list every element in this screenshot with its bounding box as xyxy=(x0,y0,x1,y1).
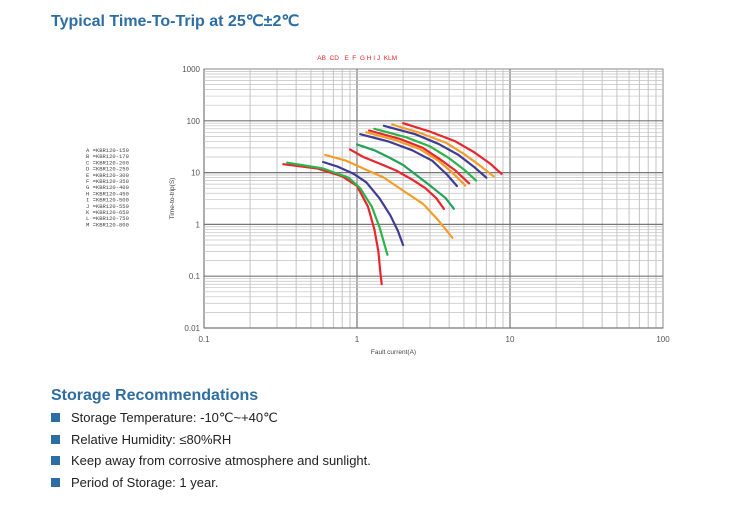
series-line-b xyxy=(286,161,389,256)
list-item: Keep away from corrosive atmosphere and … xyxy=(51,450,371,472)
storage-list: Storage Temperature: -10℃~+40℃ Relative … xyxy=(51,407,371,493)
bullet-square-icon xyxy=(51,434,60,444)
legend-entry: M =KBR120-800 xyxy=(86,221,129,228)
legend-entry: K =KBR120-650 xyxy=(86,209,129,216)
y-tick-label: 10 xyxy=(191,169,200,178)
series-line-k xyxy=(382,124,488,179)
series-line-l xyxy=(391,123,495,178)
y-tick-label: 100 xyxy=(187,117,201,126)
legend-entry: L =KBR120-750 xyxy=(86,215,129,222)
legend-entry: D =KBR120-250 xyxy=(86,166,129,173)
series-line-g xyxy=(359,133,458,188)
legend-entry: E =KBR120-300 xyxy=(86,172,129,179)
y-tick-label: 0.1 xyxy=(189,272,201,281)
series-line-f xyxy=(355,143,455,210)
page-title: Typical Time-To-Trip at 25℃±2℃ xyxy=(51,13,300,30)
series-line-d xyxy=(324,153,454,239)
bullet-square-icon xyxy=(51,456,60,466)
y-tick-label: 1000 xyxy=(182,65,200,74)
x-axis-label: Fault current(A) xyxy=(371,349,416,356)
list-item: Relative Humidity: ≤80%RH xyxy=(51,429,371,451)
list-item-text: Period of Storage: 1 year. xyxy=(71,474,219,490)
legend-entry: H =KBR120-450 xyxy=(86,190,129,197)
y-tick-label: 1 xyxy=(196,220,201,229)
storage-section-title: Storage Recommendations xyxy=(51,387,259,404)
series-line-m xyxy=(402,122,503,175)
legend-entry: C =KBR120-200 xyxy=(86,159,129,166)
series-line-e xyxy=(348,148,445,210)
list-item: Storage Temperature: -10℃~+40℃ xyxy=(51,407,371,429)
series-line-j xyxy=(373,127,478,182)
x-tick-label: 1 xyxy=(355,335,360,344)
time-to-trip-chart: 1000 100 10 1 0.1 0.01 0.1 1 10 100 Fault current(… xyxy=(86,55,670,356)
y-tick-label: 0.01 xyxy=(184,324,200,333)
legend-entry: I =KBR120-500 xyxy=(86,197,129,204)
legend-entry: J =KBR120-550 xyxy=(86,203,129,210)
series-line-a xyxy=(282,163,383,286)
series-line-c xyxy=(322,160,405,247)
series-line-i xyxy=(368,129,471,185)
list-item-text: Storage Temperature: -10℃~+40℃ xyxy=(71,409,278,425)
x-tick-label: 10 xyxy=(506,335,515,344)
legend-entry: A =KBR120-150 xyxy=(86,147,129,154)
y-axis-label: Time-to-trip(S) xyxy=(169,178,176,220)
bullet-square-icon xyxy=(51,477,60,487)
plot-area xyxy=(203,68,664,329)
legend-entry: G =KBR120-400 xyxy=(86,184,129,191)
list-item-text: Keep away from corrosive atmosphere and … xyxy=(71,453,371,469)
list-item: Period of Storage: 1 year. xyxy=(51,472,371,494)
x-tick-label: 0.1 xyxy=(198,335,210,344)
legend-entry: B =KBR120-170 xyxy=(86,153,129,160)
list-item-text: Relative Humidity: ≤80%RH xyxy=(71,431,232,447)
bullet-square-icon xyxy=(51,413,60,423)
legend-entry: F =KBR120-350 xyxy=(86,178,129,185)
series-line-h xyxy=(365,131,467,187)
curve-letters-label: AB CD E F G H I J KLM xyxy=(317,55,397,62)
x-tick-label: 100 xyxy=(656,335,670,344)
